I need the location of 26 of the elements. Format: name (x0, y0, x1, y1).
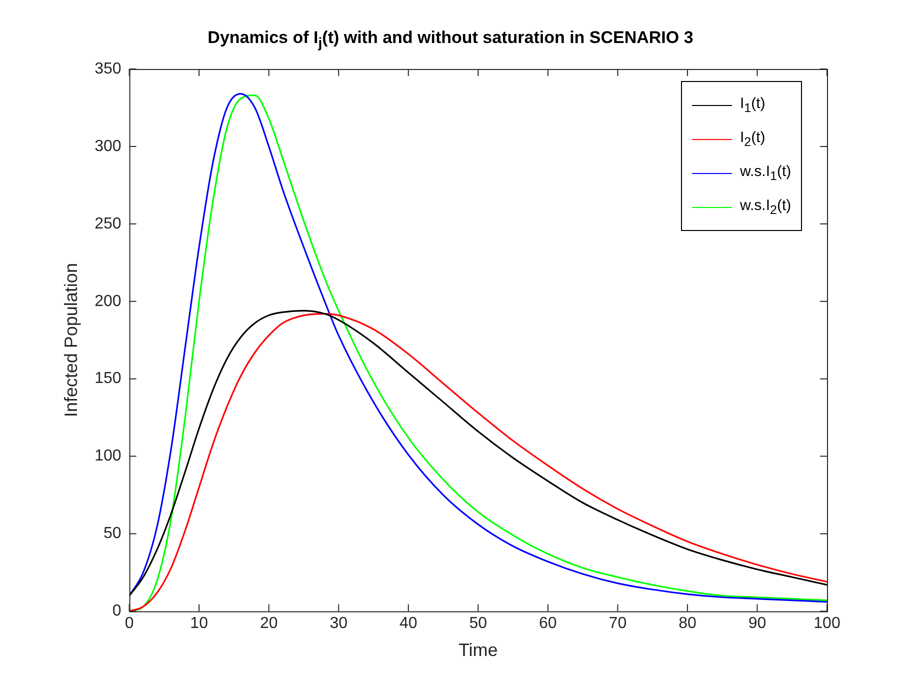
x-tick-label: 50 (469, 615, 488, 632)
x-tick-label: 90 (748, 615, 766, 632)
legend-label: w.s.I$_{2}$(t) (740, 197, 792, 217)
x-tick-label: 30 (330, 615, 348, 632)
x-tick-label: 10 (190, 615, 208, 632)
x-axis-title: Time (458, 640, 498, 660)
y-tick-label: 0 (112, 602, 122, 620)
legend-label: w.s.I$_{1}$(t) (740, 163, 792, 183)
legend-label: I$_{1}$(t) (740, 95, 766, 115)
x-tick-label: 40 (399, 615, 418, 632)
x-tick-label: 70 (608, 615, 627, 632)
y-tick-label: 350 (94, 60, 122, 78)
y-tick-label: 250 (94, 215, 122, 232)
y-tick-label: 50 (104, 525, 122, 542)
x-tick-label: 80 (678, 615, 696, 632)
x-tick-label: 60 (539, 615, 557, 632)
y-tick-label: 100 (94, 448, 122, 465)
y-tick-label: 200 (94, 292, 122, 310)
y-axis-title: Infected Population (60, 263, 81, 418)
x-tick-label: 0 (124, 615, 134, 632)
x-tick-label: 100 (814, 615, 840, 632)
y-tick-label: 150 (94, 370, 122, 388)
legend-label: I$_{2}$(t) (740, 129, 766, 149)
chart-title: Dynamics of I$_{j}$(t) with and without saturation in SCENARIO 3 (206, 28, 694, 52)
y-tick-label: 300 (94, 138, 122, 155)
x-tick-label: 20 (260, 615, 278, 632)
